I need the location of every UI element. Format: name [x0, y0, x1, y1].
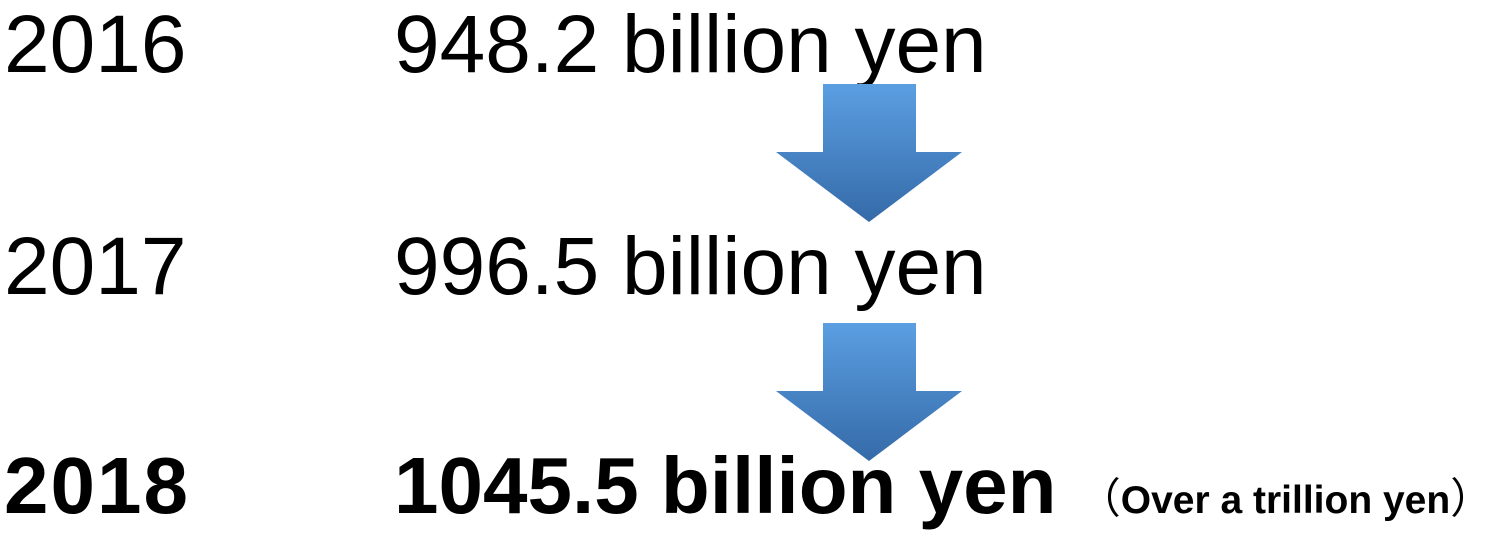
- row-2016: 2016 948.2 billion yen: [0, 0, 1488, 120]
- year-label: 2018: [4, 441, 190, 530]
- row-2017: 2017 996.5 billion yen: [0, 218, 1488, 338]
- note-open-paren: （: [1078, 475, 1121, 522]
- year-label: 2016: [4, 0, 187, 90]
- down-arrow-icon: [776, 323, 962, 461]
- amount-group: 1045.5 billion yen （Over a trillion yen）: [394, 446, 1488, 526]
- row-2018: 2018 1045.5 billion yen （Over a trillion…: [0, 438, 1488, 558]
- note-annotation: （Over a trillion yen）: [1079, 478, 1488, 522]
- amount-label: 1045.5 billion yen: [394, 441, 1057, 530]
- down-arrow-icon: [776, 84, 962, 222]
- year-label: 2017: [4, 221, 187, 312]
- note-text: Over a trillion yen: [1120, 479, 1451, 522]
- amount-label: 948.2 billion yen: [394, 0, 987, 90]
- amount-label: 996.5 billion yen: [394, 221, 987, 312]
- note-close-paren: ）: [1450, 475, 1488, 522]
